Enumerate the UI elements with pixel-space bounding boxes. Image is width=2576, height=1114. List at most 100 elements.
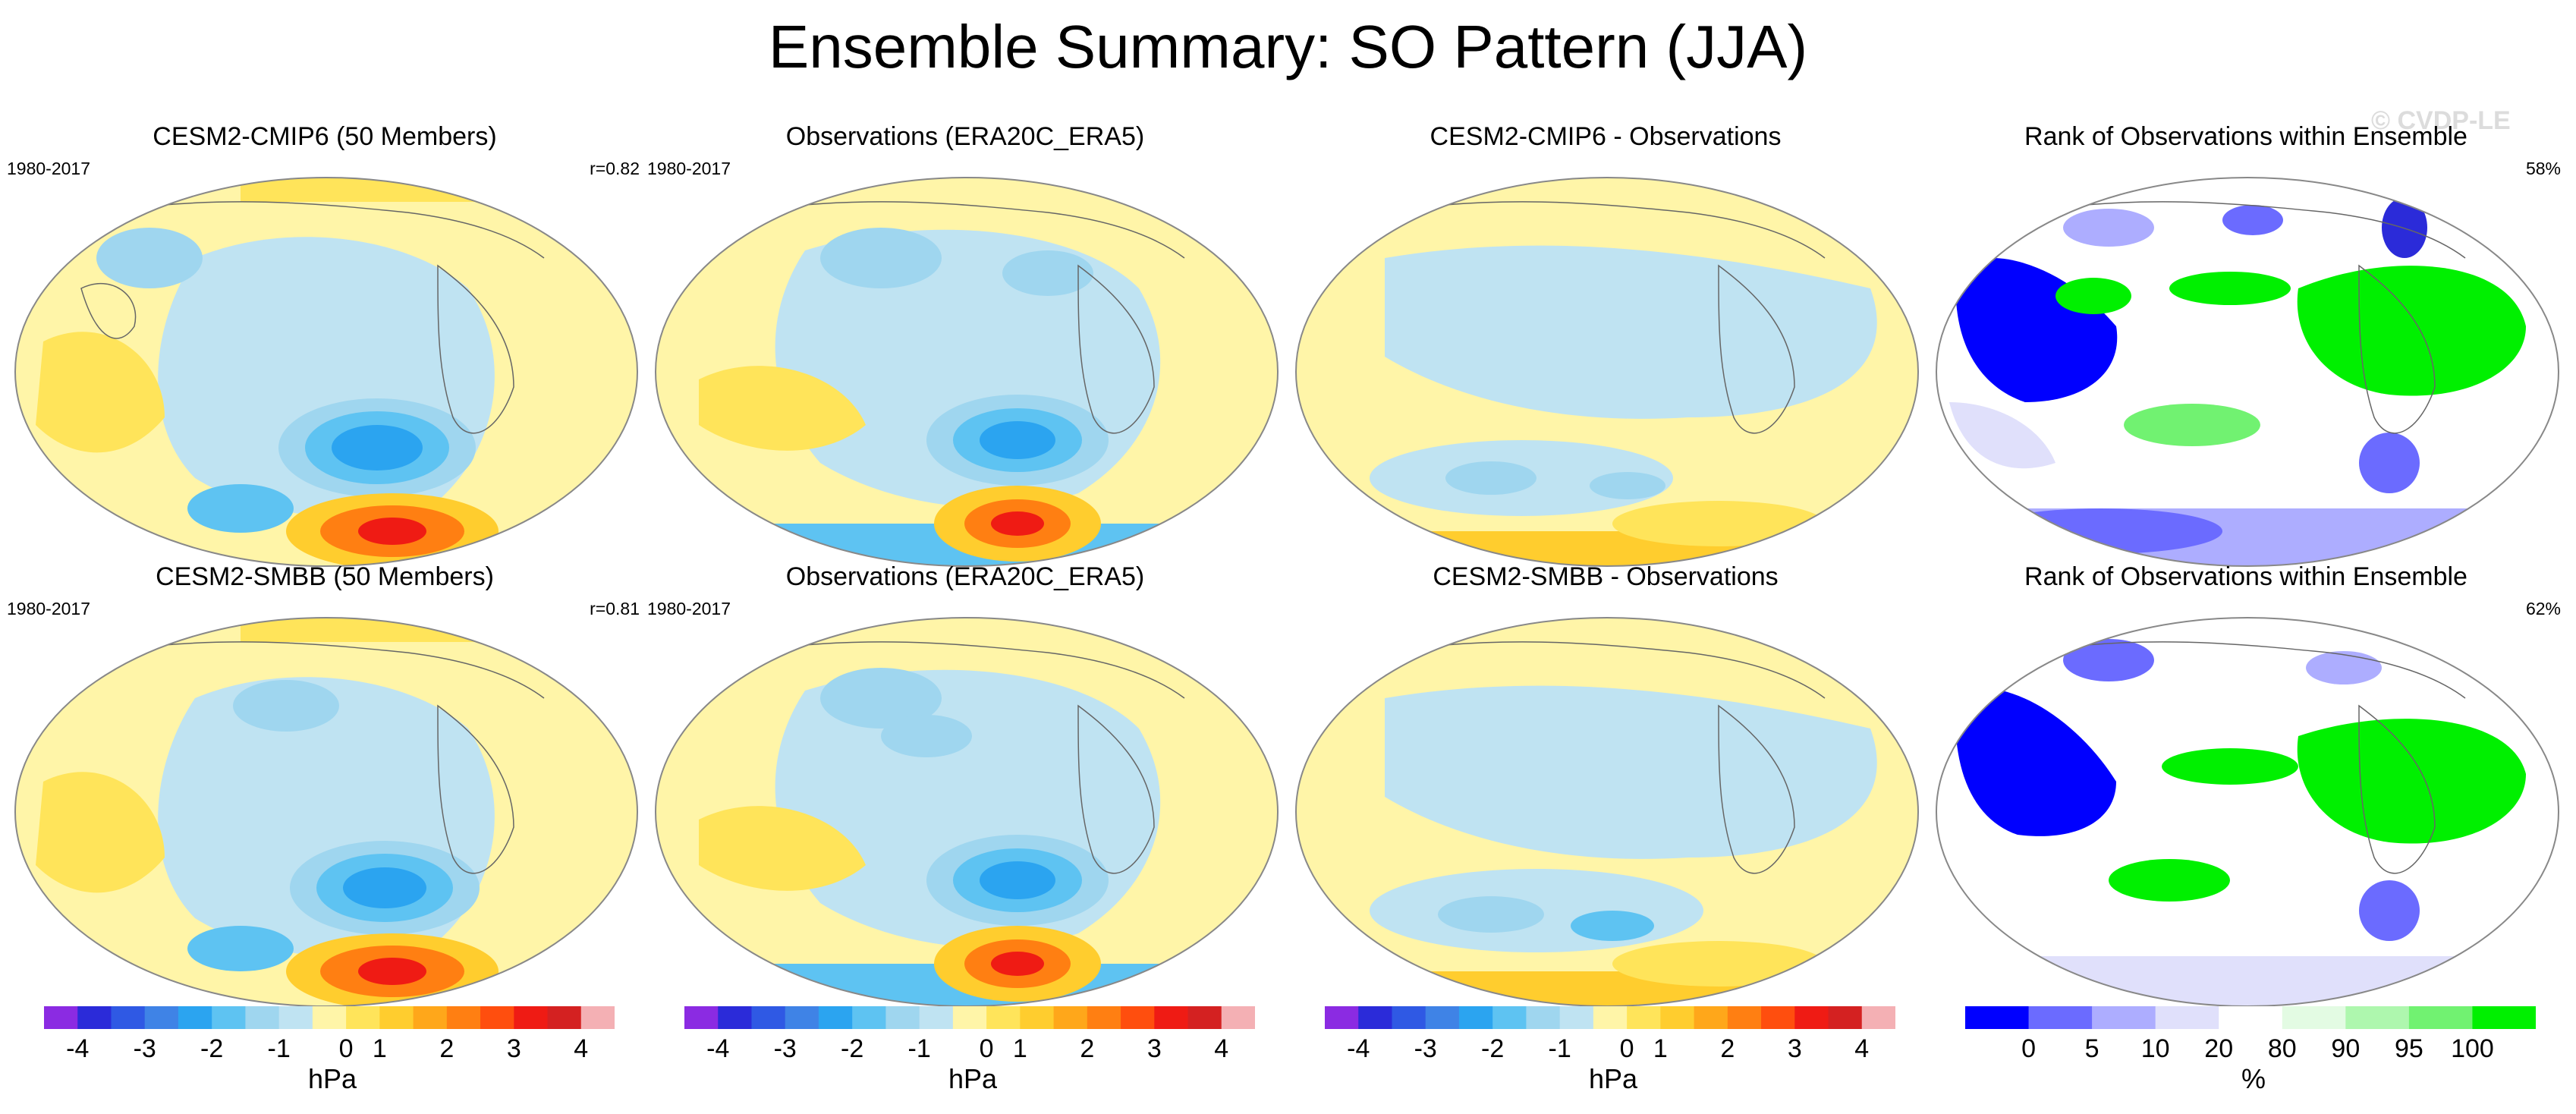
colorbar-unit: hPa <box>1588 1063 1638 1094</box>
colorbar-unit: hPa <box>948 1063 998 1094</box>
colorbar-tick-label: -3 <box>133 1034 156 1063</box>
panel-title: CESM2-CMIP6 (50 Members) <box>153 122 497 151</box>
panel-observations-2: Observations (ERA20C_ERA5) 1980-2017 <box>644 562 1286 1017</box>
colorbar-tick-label: 100 <box>2451 1034 2494 1063</box>
colorbar-tick-label: 1 <box>1653 1034 1668 1063</box>
colorbar-swatch <box>2028 1006 2093 1029</box>
pressure-difference-map <box>1295 617 1919 1007</box>
colorbar-swatches <box>1325 1006 1895 1029</box>
panel-title: Observations (ERA20C_ERA5) <box>785 562 1145 591</box>
colorbar-tick-label: -4 <box>706 1034 730 1063</box>
rank-map <box>1936 177 2559 567</box>
colorbar-swatches <box>44 1006 615 1029</box>
panel-percent: 62% <box>2525 599 2561 618</box>
colorbar-tick-label: -2 <box>200 1034 224 1063</box>
colorbar-tick-label: 0 <box>1619 1034 1634 1063</box>
colorbar-swatch <box>480 1006 514 1029</box>
colorbar-tick-label: 0 <box>979 1034 994 1063</box>
colorbar-tick-label: 90 <box>2331 1034 2361 1063</box>
panel-period: 1980-2017 <box>7 599 90 618</box>
colorbar-swatch <box>919 1006 954 1029</box>
colorbar-tick-label: 1 <box>1012 1034 1027 1063</box>
colorbar-swatch <box>1358 1006 1392 1029</box>
colorbar-swatch <box>379 1006 414 1029</box>
colorbar-swatch <box>1727 1006 1762 1029</box>
panel-difference-2: CESM2-SMBB - Observations <box>1285 562 1926 1017</box>
colorbar-tick-label: 4 <box>1214 1034 1229 1063</box>
colorbar-tick-label: -1 <box>907 1034 931 1063</box>
colorbar-swatch <box>1828 1006 1863 1029</box>
colorbar-tick-label: 3 <box>1787 1034 1802 1063</box>
colorbar-tick-label: 2 <box>1720 1034 1735 1063</box>
pressure-map <box>655 617 1279 1007</box>
colorbar-tick-label: 80 <box>2267 1034 2297 1063</box>
colorbar-pressure-3: -4 -3 -2 -1 0 1 2 3 4 hPa <box>1325 1006 1901 1097</box>
colorbar-swatch <box>2345 1006 2410 1029</box>
colorbar-pressure-2: -4 -3 -2 -1 0 1 2 3 4 hPa <box>684 1006 1261 1097</box>
colorbar-swatch <box>547 1006 582 1029</box>
colorbar-unit: % <box>2241 1063 2266 1094</box>
colorbar-swatch <box>1425 1006 1460 1029</box>
colorbar-swatch <box>1660 1006 1695 1029</box>
colorbar-swatch <box>1458 1006 1493 1029</box>
colorbar-swatch <box>446 1006 481 1029</box>
panel-title: Observations (ERA20C_ERA5) <box>785 122 1145 151</box>
colorbar-tick-label: 5 <box>2084 1034 2099 1063</box>
colorbar-swatch <box>1794 1006 1829 1029</box>
colorbar-tick-label: 0 <box>338 1034 354 1063</box>
colorbar-swatches <box>1965 1006 2536 1029</box>
colorbar-swatch <box>2219 1006 2283 1029</box>
colorbar-tick-label: -1 <box>267 1034 291 1063</box>
colorbar-swatch <box>1627 1006 1661 1029</box>
colorbar-swatch <box>1221 1006 1255 1029</box>
colorbar-tick-label: -4 <box>66 1034 90 1063</box>
pressure-difference-map <box>1295 177 1919 567</box>
colorbar-swatch <box>952 1006 987 1029</box>
panel-title: CESM2-SMBB (50 Members) <box>156 562 494 591</box>
colorbar-tick-label: 3 <box>1146 1034 1162 1063</box>
panel-observations: Observations (ERA20C_ERA5) 1980-2017 <box>644 121 1286 577</box>
main-title: Ensemble Summary: SO Pattern (JJA) <box>768 13 1808 80</box>
panel-rank-2: Rank of Observations within Ensemble 62% <box>1925 562 2567 1017</box>
colorbar-tick-label: -3 <box>773 1034 797 1063</box>
colorbar-rank: 0 5 10 20 80 90 95 100 % <box>1965 1006 2542 1097</box>
panel-rank: Rank of Observations within Ensemble 58% <box>1925 121 2567 577</box>
colorbar-swatch <box>2092 1006 2156 1029</box>
colorbar-swatch <box>1761 1006 1795 1029</box>
pressure-map <box>14 617 638 1007</box>
colorbar-tick-label: 4 <box>574 1034 589 1063</box>
colorbar-tick-label: 10 <box>2140 1034 2170 1063</box>
colorbar-swatch <box>77 1006 112 1029</box>
watermark: © CVDP-LE <box>2371 106 2511 135</box>
colorbar-pressure-1: -4 -3 -2 -1 0 1 2 3 4 hPa <box>44 1006 621 1097</box>
panel-cesm2-cmip6-ensemble: CESM2-CMIP6 (50 Members) 1980-2017 r=0.8… <box>4 121 646 577</box>
colorbar-swatch <box>1187 1006 1222 1029</box>
panel-title: Rank of Observations within Ensemble <box>2024 122 2467 151</box>
colorbar-swatch <box>1020 1006 1055 1029</box>
pressure-map <box>14 177 638 567</box>
colorbar-swatch <box>818 1006 853 1029</box>
colorbar-tick-label: -2 <box>841 1034 864 1063</box>
pressure-map <box>655 177 1279 567</box>
colorbar-unit: hPa <box>307 1063 357 1094</box>
panel-title: Rank of Observations within Ensemble <box>2024 562 2467 591</box>
colorbar-swatch <box>1154 1006 1189 1029</box>
colorbar-swatch <box>245 1006 280 1029</box>
colorbar-tick-label: 3 <box>506 1034 521 1063</box>
colorbar-swatch <box>1559 1006 1594 1029</box>
colorbar-tick-label: 2 <box>1080 1034 1095 1063</box>
colorbar-swatch <box>718 1006 752 1029</box>
rank-map <box>1936 617 2559 1007</box>
colorbar-swatch <box>312 1006 347 1029</box>
colorbar-swatch <box>2408 1006 2473 1029</box>
colorbar-swatch <box>44 1006 78 1029</box>
colorbar-swatch <box>413 1006 448 1029</box>
panel-correlation: r=0.81 <box>590 599 640 618</box>
panel-cesm2-smbb-ensemble: CESM2-SMBB (50 Members) 1980-2017 r=0.81 <box>4 562 646 1017</box>
colorbar-swatch <box>1593 1006 1628 1029</box>
panel-percent: 58% <box>2525 159 2561 178</box>
colorbar-swatch <box>1053 1006 1088 1029</box>
colorbar-swatch <box>785 1006 819 1029</box>
colorbar-tick-label: 1 <box>372 1034 387 1063</box>
colorbar-tick-label: -2 <box>1481 1034 1505 1063</box>
